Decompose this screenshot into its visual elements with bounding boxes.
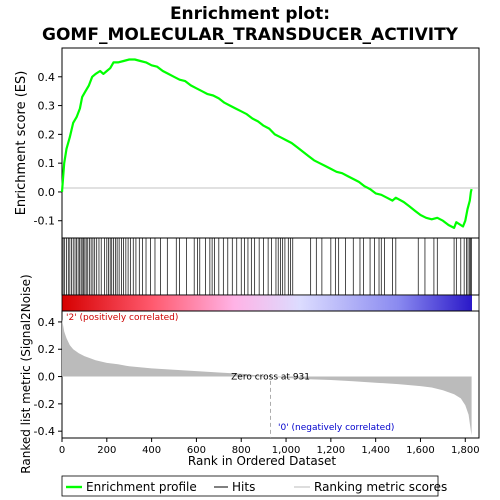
es-tick-label: 0.0 [38, 186, 56, 199]
x-tick-label: 0 [59, 445, 65, 456]
chart-title-line1: Enrichment plot: [170, 4, 330, 24]
metric-axis-label: Ranked list metric (Signal2Noise) [19, 274, 33, 473]
rank-gradient-bar [62, 295, 472, 311]
ranking-metric-area [62, 319, 472, 436]
es-tick-label: 0.2 [38, 128, 56, 141]
metric-axis-ticks: -0.4 -0.2 0.0 0.2 0.4 [34, 316, 62, 438]
x-tick-label: 800 [232, 445, 251, 456]
legend-entry: Enrichment profile [86, 480, 197, 494]
x-tick-label: 1,400 [361, 445, 390, 456]
x-axis-ticks: 0 200 400 600 800 1,000 1,200 1,400 1,600 1,800 [59, 438, 480, 456]
metric-tick-label: 0.2 [38, 343, 56, 356]
es-panel-frame [61, 47, 480, 239]
legend-box [61, 475, 439, 497]
hit-markers [62, 238, 472, 295]
enrichment-profile-line [60, 58, 473, 229]
metric-tick-label: -0.4 [34, 425, 55, 438]
es-axis-label: Enrichment score (ES) [14, 71, 29, 216]
hits-panel-frame [61, 237, 480, 296]
zero-cross-label: Zero cross at 931 [231, 373, 310, 383]
metric-tick-label: 0.0 [38, 371, 56, 384]
legend-entry: Ranking metric scores [314, 480, 447, 494]
metric-tick-label: -0.2 [34, 398, 55, 411]
chart-title-line2: GOMF_MOLECULAR_TRANSDUCER_ACTIVITY [42, 25, 459, 45]
es-tick-label: 0.4 [38, 71, 56, 84]
x-tick-label: 400 [142, 445, 161, 456]
x-tick-label: 1,600 [406, 445, 435, 456]
x-tick-label: 600 [187, 445, 206, 456]
negative-correlation-label: '0' (negatively correlated) [278, 423, 394, 433]
x-tick-label: 1,000 [272, 445, 301, 456]
es-tick-label: -0.1 [34, 215, 55, 228]
positive-correlation-label: '2' (positively correlated) [66, 313, 178, 323]
x-tick-label: 1,800 [451, 445, 480, 456]
x-tick-label: 1,200 [317, 445, 346, 456]
es-tick-label: 0.1 [38, 157, 56, 170]
es-axis-ticks: -0.1 0.0 0.1 0.2 0.3 0.4 [34, 71, 62, 228]
x-axis-label: Rank in Ordered Dataset [188, 454, 336, 468]
es-tick-label: 0.3 [38, 100, 56, 113]
legend-entry: Hits [232, 480, 255, 494]
x-tick-label: 200 [97, 445, 116, 456]
legend: Enrichment profile Hits Ranking metric sco… [66, 480, 447, 494]
metric-tick-label: 0.4 [38, 316, 56, 329]
